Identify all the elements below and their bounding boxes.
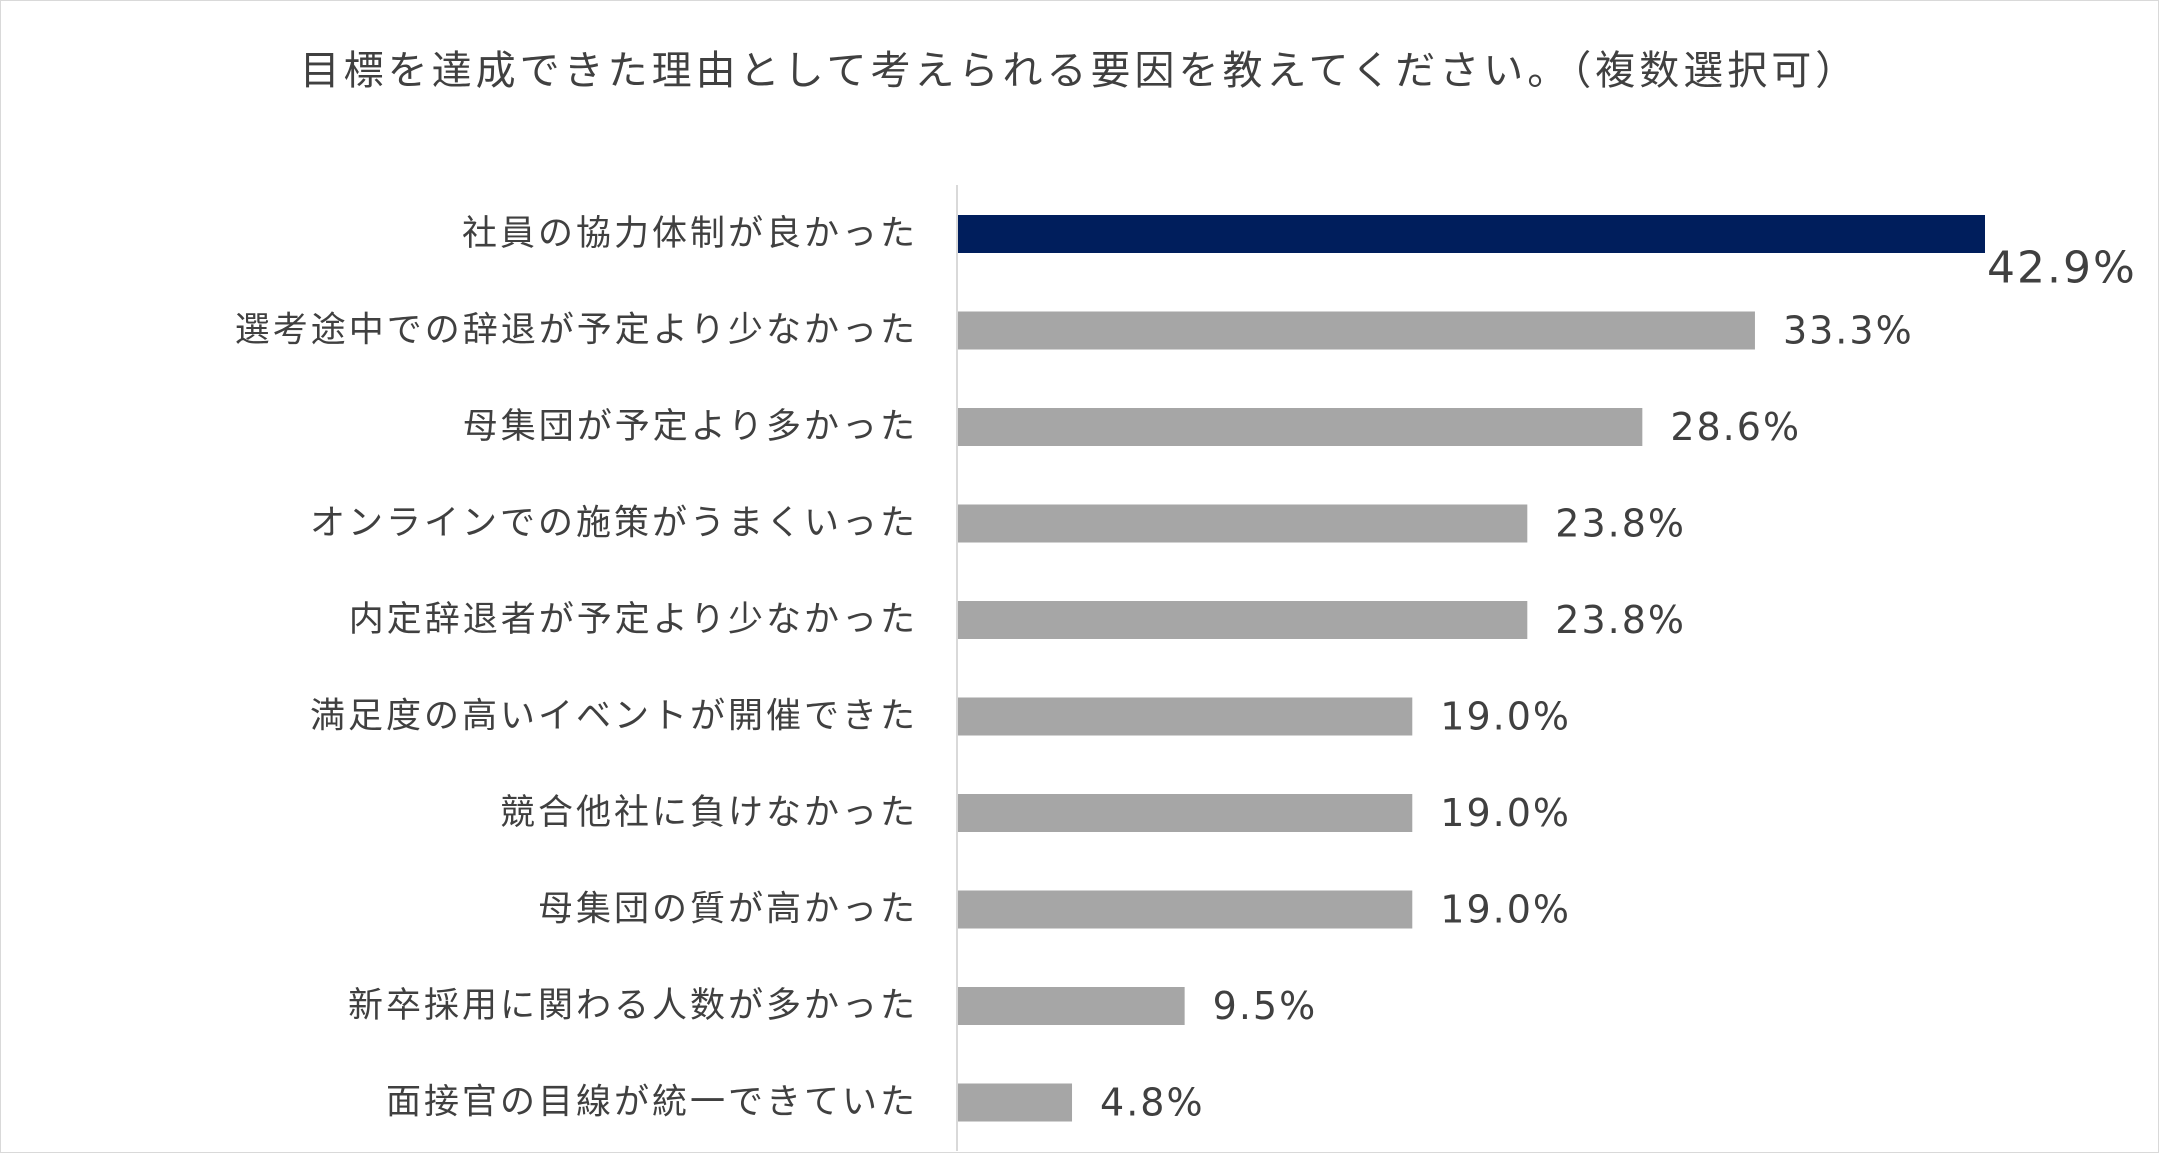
- value-label-2: 33.3%: [1783, 309, 1914, 353]
- bar-4: [957, 504, 1528, 543]
- bar-9: [957, 987, 1185, 1025]
- category-labels-group: 社員の協力体制が良かった選考途中での辞退が予定より少なかった母集団が予定より多か…: [235, 214, 918, 1123]
- value-label-5: 23.8%: [1555, 598, 1686, 642]
- value-label-8: 19.0%: [1440, 888, 1571, 932]
- category-label-9: 新卒採用に関わる人数が多かった: [348, 986, 918, 1026]
- category-label-4: オンラインでの施策がうまくいった: [310, 504, 918, 544]
- category-label-1: 社員の協力体制が良かった: [462, 214, 918, 254]
- bar-1: [957, 215, 1985, 253]
- bar-6: [957, 697, 1413, 736]
- bar-8: [957, 890, 1413, 929]
- bar-5: [957, 601, 1528, 639]
- bar-7: [957, 794, 1413, 832]
- category-label-5: 内定辞退者が予定より少なかった: [349, 600, 918, 640]
- category-label-10: 面接官の目線が統一できていた: [386, 1083, 918, 1123]
- value-labels-group: 42.9% 33.3% 28.6% 23.8% 23.8% 19.0% 19.0% 19.0%…: [1100, 243, 2137, 1125]
- value-label-10: 4.8%: [1100, 1081, 1205, 1125]
- bar-10: [957, 1083, 1073, 1122]
- value-label-7: 19.0%: [1440, 791, 1571, 835]
- category-label-6: 満足度の高いイベントが開催できた: [310, 697, 918, 737]
- category-label-7: 競合他社に負けなかった: [500, 793, 918, 833]
- value-label-6: 19.0%: [1440, 695, 1571, 739]
- category-label-8: 母集団の質が高かった: [538, 890, 918, 930]
- chart-title: 目標を達成できた理由として考えられる要因を教えてください。（複数選択可）: [299, 48, 1860, 94]
- value-label-3: 28.6%: [1670, 405, 1801, 449]
- category-label-2: 選考途中での辞退が予定より少なかった: [235, 311, 918, 351]
- bar-3: [957, 408, 1643, 446]
- value-label-4: 23.8%: [1555, 502, 1686, 546]
- value-label-9: 9.5%: [1213, 984, 1318, 1028]
- value-label-1: 42.9%: [1987, 243, 2137, 294]
- category-label-3: 母集団が予定より多かった: [463, 407, 918, 447]
- bar-2: [957, 311, 1755, 350]
- bars-group: [957, 215, 1985, 1122]
